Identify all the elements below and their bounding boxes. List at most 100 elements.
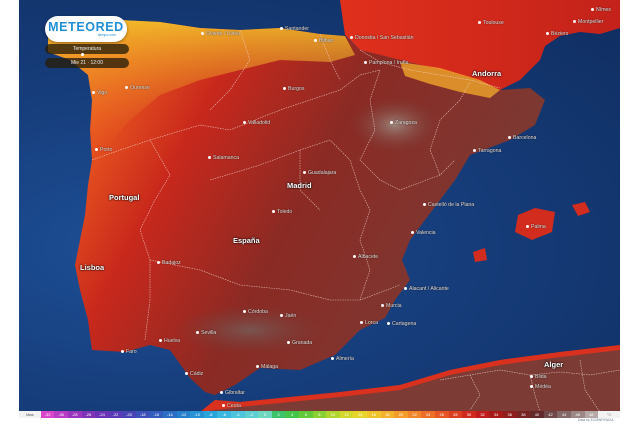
city-label[interactable]: Cartagena [387, 321, 416, 327]
city-name: Pamplona / Iruña [369, 60, 409, 66]
legend-stop: 10 [326, 411, 340, 418]
city-label[interactable]: Alacant / Alicante [404, 286, 449, 292]
city-label[interactable]: Pamplona / Iruña [364, 60, 409, 66]
city-marker-icon [222, 404, 225, 408]
legend-stop: -8 [203, 411, 218, 418]
time-selector[interactable]: Mie 21 · 12:00 [45, 58, 129, 68]
city-label[interactable]: Jaén [280, 313, 296, 319]
city-label[interactable]: Granada [287, 340, 312, 346]
city-label[interactable]: Nîmes [591, 7, 611, 13]
city-name: Faro [126, 349, 137, 355]
brand-subtitle: tiempo.com [97, 33, 116, 37]
region-label: Madrid [287, 181, 312, 190]
city-name: Valladolid [248, 120, 271, 126]
city-label[interactable]: Médéa [530, 384, 551, 390]
city-marker-icon [473, 149, 476, 153]
city-label[interactable]: Salamanca [208, 155, 239, 161]
city-name: Lorca [365, 320, 378, 326]
city-label[interactable]: Lorca [360, 320, 378, 326]
region-label: España [233, 236, 260, 245]
legend-stop: 46 [570, 411, 585, 418]
city-label[interactable]: Málaga [256, 364, 278, 370]
city-label[interactable]: Ceuta [222, 403, 241, 409]
city-label[interactable]: Bilbao [314, 38, 333, 44]
legend-stop: 32 [475, 411, 490, 418]
city-label[interactable]: Toulouse [478, 20, 504, 26]
legend-stop: -18 [135, 411, 150, 418]
city-marker-icon [478, 21, 481, 25]
city-name: Palma [531, 224, 546, 230]
city-label[interactable]: Blida [530, 374, 547, 380]
city-name: Blida [535, 374, 547, 380]
city-marker-icon [381, 304, 384, 308]
city-label[interactable]: Porto [95, 147, 112, 153]
legend-stop: 2 [271, 411, 286, 418]
legend-stop: 30 [462, 411, 476, 418]
city-marker-icon [546, 32, 549, 36]
city-marker-icon [404, 287, 407, 291]
city-marker-icon [364, 61, 367, 65]
city-label[interactable]: Cádiz [185, 371, 203, 377]
city-label[interactable]: Montpellier [573, 19, 603, 25]
legend-stop: -4 [231, 411, 245, 418]
city-name: Murcia [386, 303, 402, 309]
legend-stop: 12 [339, 411, 354, 418]
city-label[interactable]: Sevilla [196, 330, 216, 336]
city-marker-icon [243, 310, 246, 314]
city-name: Porto [100, 147, 113, 153]
city-label[interactable]: Valencia [411, 230, 436, 236]
city-label[interactable]: Zaragoza [390, 120, 417, 126]
city-label[interactable]: Donostia / San Sebastián [350, 35, 414, 41]
city-marker-icon [287, 341, 290, 345]
city-label[interactable]: Santander [280, 26, 309, 32]
weather-map[interactable]: METEORED tiempo.com Temperatura Mie 21 ·… [19, 0, 620, 412]
legend-stop: 4 [285, 411, 300, 418]
city-name: Castelló de la Plana [428, 202, 475, 208]
city-name: Donostia / San Sebastián [355, 35, 414, 41]
meteored-logo[interactable]: METEORED tiempo.com [45, 16, 127, 42]
city-label[interactable]: Barcelona [508, 135, 536, 141]
city-label[interactable]: Béziers [546, 31, 568, 37]
city-label[interactable]: Huelva [159, 338, 180, 344]
layer-selector[interactable]: Temperatura [45, 44, 129, 54]
city-label[interactable]: Valladolid [243, 120, 270, 126]
city-label[interactable]: Almería [331, 356, 354, 362]
legend-stop: 20 [394, 411, 408, 418]
city-name: Cartagena [392, 321, 417, 327]
city-marker-icon [591, 8, 594, 12]
legend-stop: -10 [190, 411, 204, 418]
city-label[interactable]: Castelló de la Plana [423, 202, 474, 208]
city-label[interactable]: Vigo [92, 90, 107, 96]
region-label: Alger [544, 360, 564, 369]
city-name: Santander [285, 26, 309, 32]
city-name: Ourense [130, 85, 150, 91]
city-label[interactable]: Palma [526, 224, 546, 230]
city-marker-icon [125, 86, 128, 90]
city-label[interactable]: Albacete [353, 254, 378, 260]
time-slider-handle[interactable] [81, 53, 84, 56]
legend-stop: 38 [516, 411, 531, 418]
city-marker-icon [387, 322, 390, 326]
city-label[interactable]: Gibraltar [220, 390, 245, 396]
legend-stop: 40 [530, 411, 544, 418]
legend-stop: -26 [81, 411, 96, 418]
legend-unit: °C [598, 411, 620, 418]
city-label[interactable]: Murcia [381, 303, 402, 309]
city-label[interactable]: Faro [121, 349, 137, 355]
legend-stop: 22 [407, 411, 422, 418]
city-label[interactable]: Tarragona [473, 148, 501, 154]
city-label[interactable]: Guadalajara [303, 170, 336, 176]
city-name: Ceuta [227, 403, 241, 409]
city-label[interactable]: Burgos [283, 86, 304, 92]
city-label[interactable]: Córdoba [243, 309, 268, 315]
legend-stop: 6 [299, 411, 313, 418]
legend-stop: -24 [95, 411, 109, 418]
city-label[interactable]: Badajoz [157, 260, 181, 266]
city-label[interactable]: Toledo [272, 209, 292, 215]
city-marker-icon [423, 203, 426, 207]
city-name: Toulouse [483, 20, 504, 26]
city-name: Montpellier [578, 19, 604, 25]
city-label[interactable]: Oviedo / Uviéu [201, 31, 240, 37]
city-marker-icon [159, 339, 162, 343]
city-label[interactable]: Ourense [125, 85, 150, 91]
